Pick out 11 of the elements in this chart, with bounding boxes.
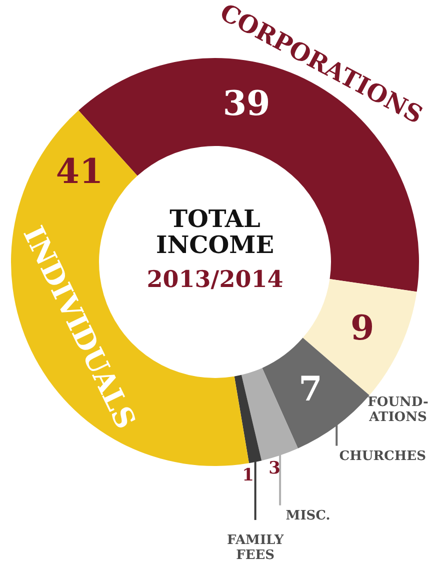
slice-label: FOUND- ATIONS [368,395,428,425]
data-label: 9 [350,308,374,348]
slice-label: FAMILY FEES [227,532,284,563]
text: TOTAL INCOME [156,204,274,259]
data-label: 3 [268,458,280,479]
slice-label: MISC. [286,508,330,524]
data-label: 1 [242,466,254,486]
text: 2013/2014 [146,266,284,293]
data-label: 41 [56,152,104,192]
data-label: 7 [298,369,322,410]
slice-label: CHURCHES [339,448,426,464]
